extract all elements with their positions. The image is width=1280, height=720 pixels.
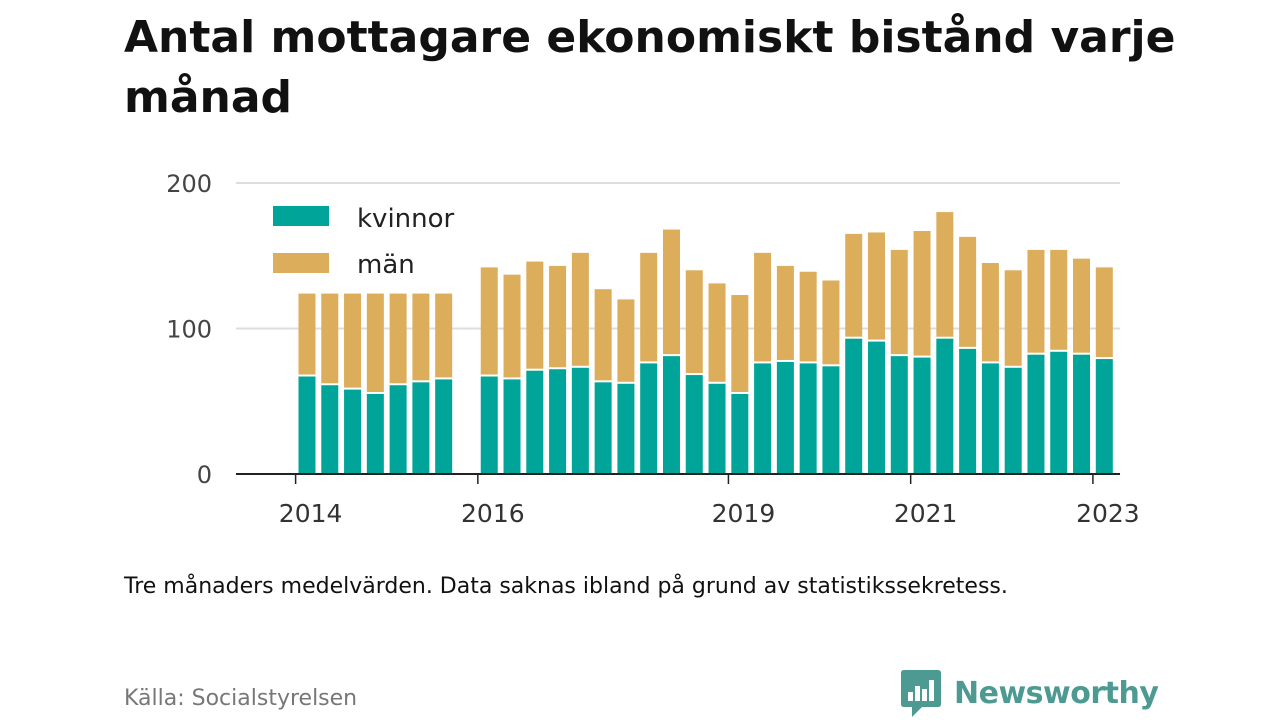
bar-kvinnor [822,366,840,474]
y-tick-label: 0 [197,461,212,489]
bar-kvinnor [412,382,430,474]
bar-kvinnor [549,369,567,474]
bar-man [959,236,977,347]
bar-man [526,261,544,369]
y-tick-label: 200 [166,170,212,198]
bar-kvinnor [571,367,589,474]
bar-kvinnor [389,385,407,474]
bar-man [549,265,567,368]
bar-man [1095,267,1113,358]
bar-man [389,293,407,384]
bar-man [1050,249,1068,350]
bar-kvinnor [981,363,999,474]
bar-kvinnor [366,393,384,474]
bar-kvinnor [731,393,749,474]
bar-kvinnor [1050,351,1068,474]
bar-kvinnor [344,389,362,474]
bar-man [981,263,999,362]
bar-man [321,293,339,384]
bar-man [366,293,384,392]
bar-kvinnor [936,338,954,474]
bar-kvinnor [526,370,544,474]
chart-area: 0 100 200 2014 2016 2019 2021 2023 kvinnor män [166,170,1140,528]
legend-label-kvinnor: kvinnor [357,204,455,234]
bar-kvinnor [1027,354,1045,474]
bar-kvinnor [1095,359,1113,474]
bar-man [594,289,612,381]
bar-man [799,271,817,362]
bar-kvinnor [708,383,726,474]
brand-name: Newsworthy [954,675,1159,711]
bar-kvinnor [754,363,772,474]
bar-kvinnor [640,363,658,474]
bar-man [822,280,840,365]
bar-kvinnor [1073,354,1091,474]
legend-swatch-kvinnor [273,206,329,226]
legend-swatch-man [273,253,329,273]
bar-man [868,232,885,340]
bar-man [640,252,658,362]
x-tick-label: 2023 [1076,499,1140,528]
bar-man [1004,270,1022,366]
bar-man [662,229,680,355]
bar-man [617,299,635,382]
bar-kvinnor [845,338,863,474]
x-tick-label: 2016 [461,499,525,528]
bar-kvinnor [503,379,521,474]
source-credit: Källa: Socialstyrelsen [124,686,358,711]
bar-man [776,265,794,360]
bar-kvinnor [685,375,703,474]
x-tick-label: 2014 [279,499,343,528]
bar-kvinnor [890,356,908,474]
bar-kvinnor [868,341,885,474]
bar-man [845,233,863,337]
bar-man [412,293,430,381]
y-tick-label: 100 [166,316,212,344]
bar-man [936,212,954,337]
bar-kvinnor [435,379,453,474]
bar-kvinnor [959,348,977,474]
legend-label-man: män [357,250,415,280]
bar-man [344,293,362,388]
legend: kvinnor män [273,204,455,280]
chart-title: Antal mottagare ekonomiskt bistånd varje… [124,12,1176,123]
bar-kvinnor [298,376,316,474]
bar-kvinnor [662,356,680,474]
bar-kvinnor [1004,367,1022,474]
x-tick-label: 2019 [712,499,776,528]
bar-man [685,270,703,374]
chart-note: Tre månaders medelvärden. Data saknas ib… [124,574,1008,599]
bar-man [298,293,316,375]
bar-kvinnor [776,361,794,474]
bar-man [754,252,772,362]
bar-kvinnor [617,383,635,474]
y-axis-ticks: 0 100 200 [166,170,212,489]
bar-kvinnor [799,363,817,474]
x-tick-label: 2021 [894,499,958,528]
x-axis-ticks: 2014 2016 2019 2021 2023 [279,474,1140,528]
bar-man [1073,258,1091,353]
bar-man [435,293,453,378]
bar-chart-speech-bubble-icon [901,670,941,717]
bar-man [480,267,498,375]
bar-man [731,295,749,392]
bar-man [913,231,931,356]
bar-kvinnor [913,357,931,474]
bars [236,212,1120,475]
bar-kvinnor [480,376,498,474]
bar-man [1027,249,1045,353]
bar-man [503,274,521,378]
bar-man [708,283,726,382]
newsworthy-logo[interactable]: Newsworthy [900,668,1159,718]
bar-man [571,252,589,366]
bar-man [890,249,908,355]
bar-kvinnor [594,382,612,474]
bar-kvinnor [321,385,339,474]
